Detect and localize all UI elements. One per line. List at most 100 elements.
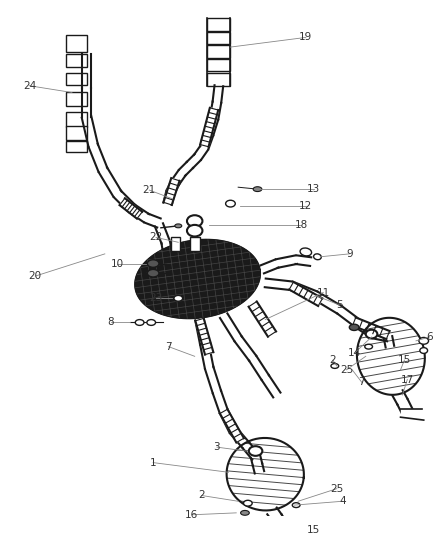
- Polygon shape: [265, 279, 292, 290]
- Text: 17: 17: [401, 375, 414, 384]
- Ellipse shape: [300, 248, 311, 256]
- Polygon shape: [89, 144, 107, 172]
- Text: 14: 14: [347, 349, 361, 358]
- Text: 25: 25: [340, 365, 353, 375]
- Polygon shape: [357, 321, 376, 338]
- Ellipse shape: [174, 295, 183, 301]
- Polygon shape: [129, 205, 149, 222]
- Ellipse shape: [226, 200, 235, 207]
- Polygon shape: [135, 240, 260, 318]
- Polygon shape: [313, 292, 342, 313]
- Polygon shape: [145, 214, 161, 228]
- Polygon shape: [290, 282, 317, 300]
- Polygon shape: [195, 319, 208, 345]
- Polygon shape: [187, 154, 201, 168]
- Text: 10: 10: [111, 259, 124, 269]
- Polygon shape: [357, 318, 425, 395]
- Text: 21: 21: [143, 185, 156, 195]
- Text: 23: 23: [149, 293, 162, 303]
- Polygon shape: [373, 330, 389, 341]
- Bar: [66, 141, 88, 152]
- Polygon shape: [120, 198, 142, 219]
- Ellipse shape: [331, 364, 339, 368]
- Ellipse shape: [147, 320, 155, 325]
- Polygon shape: [272, 515, 286, 529]
- Bar: [66, 93, 88, 106]
- Polygon shape: [226, 438, 304, 511]
- Ellipse shape: [314, 254, 321, 260]
- Polygon shape: [251, 456, 262, 466]
- Ellipse shape: [240, 511, 249, 515]
- Text: 7: 7: [359, 377, 365, 387]
- Polygon shape: [166, 181, 179, 194]
- Text: 19: 19: [299, 33, 312, 43]
- Text: 20: 20: [29, 271, 42, 281]
- Ellipse shape: [253, 187, 262, 191]
- Text: 13: 13: [307, 184, 320, 194]
- Polygon shape: [81, 54, 91, 87]
- Polygon shape: [172, 170, 186, 185]
- Bar: [207, 73, 230, 86]
- Polygon shape: [276, 255, 297, 268]
- Text: 15: 15: [307, 525, 320, 533]
- Ellipse shape: [365, 344, 372, 349]
- Ellipse shape: [350, 324, 359, 330]
- Polygon shape: [212, 85, 223, 103]
- Polygon shape: [200, 133, 213, 149]
- Polygon shape: [220, 409, 244, 442]
- Polygon shape: [163, 191, 175, 205]
- Polygon shape: [205, 367, 221, 393]
- Ellipse shape: [175, 224, 182, 228]
- Text: 25: 25: [330, 484, 343, 494]
- Text: 4: 4: [339, 496, 346, 506]
- Polygon shape: [114, 190, 135, 212]
- Bar: [66, 35, 88, 52]
- Bar: [207, 59, 230, 71]
- Ellipse shape: [419, 337, 428, 344]
- Text: 12: 12: [299, 200, 312, 211]
- Ellipse shape: [187, 225, 202, 237]
- Text: 16: 16: [185, 510, 198, 520]
- Polygon shape: [195, 318, 213, 354]
- Polygon shape: [384, 336, 394, 348]
- Polygon shape: [261, 260, 279, 273]
- Polygon shape: [220, 313, 242, 341]
- Polygon shape: [220, 409, 237, 433]
- Ellipse shape: [420, 348, 427, 353]
- Polygon shape: [230, 428, 249, 448]
- Text: 24: 24: [23, 80, 36, 91]
- Ellipse shape: [249, 446, 262, 456]
- Polygon shape: [194, 145, 208, 160]
- Polygon shape: [210, 101, 221, 119]
- Polygon shape: [249, 356, 269, 380]
- Text: 18: 18: [294, 220, 307, 230]
- Polygon shape: [397, 399, 413, 414]
- Polygon shape: [392, 390, 407, 405]
- Polygon shape: [337, 306, 362, 328]
- Text: 11: 11: [317, 287, 330, 297]
- Text: 22: 22: [149, 232, 162, 243]
- Polygon shape: [205, 117, 218, 135]
- Polygon shape: [155, 223, 170, 244]
- Polygon shape: [296, 255, 311, 266]
- Text: 2: 2: [329, 355, 336, 365]
- Ellipse shape: [244, 500, 252, 506]
- Polygon shape: [163, 178, 180, 205]
- Ellipse shape: [147, 260, 159, 268]
- Text: 2: 2: [198, 490, 205, 500]
- Polygon shape: [213, 391, 228, 413]
- Polygon shape: [99, 167, 121, 197]
- Polygon shape: [179, 162, 193, 176]
- Polygon shape: [261, 375, 280, 398]
- Polygon shape: [200, 108, 218, 147]
- Text: 6: 6: [426, 332, 433, 342]
- Polygon shape: [353, 318, 389, 339]
- Polygon shape: [253, 463, 264, 473]
- Bar: [66, 112, 88, 127]
- Bar: [66, 126, 88, 140]
- Text: 1: 1: [150, 458, 156, 467]
- Polygon shape: [82, 116, 98, 147]
- Bar: [190, 237, 200, 251]
- Polygon shape: [235, 336, 256, 361]
- Text: 8: 8: [107, 318, 114, 327]
